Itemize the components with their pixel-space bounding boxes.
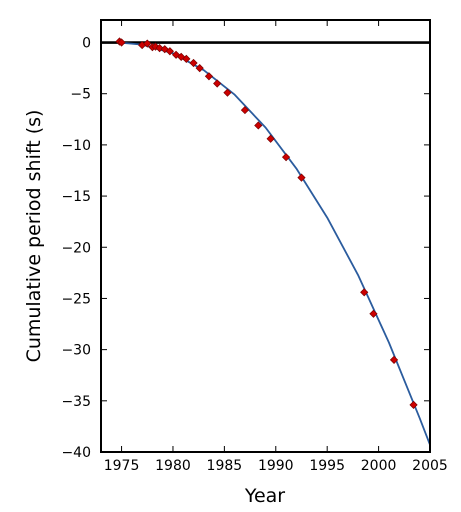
- data-point: [254, 121, 263, 130]
- x-tick-label: 1990: [258, 458, 294, 474]
- x-axis-ticks: 1975 1980 1985 1990 1995 2000 2005: [104, 20, 448, 474]
- x-tick-label: 2000: [361, 458, 397, 474]
- y-tick-label: −40: [61, 445, 91, 461]
- data-point: [155, 44, 164, 53]
- data-point: [281, 153, 291, 162]
- data-point: [389, 355, 399, 364]
- y-tick-label: 0: [82, 36, 91, 52]
- y-tick-label: −15: [61, 189, 91, 205]
- plot-frame: [100, 19, 431, 453]
- x-tick-label: 1975: [104, 458, 140, 474]
- data-point: [195, 64, 204, 73]
- y-tick-label: −20: [61, 240, 91, 256]
- data-point: [204, 72, 214, 81]
- x-tick-label: 1980: [155, 458, 191, 474]
- x-axis-label: Year: [244, 485, 285, 507]
- data-point: [409, 400, 418, 410]
- y-tick-label: −35: [61, 394, 91, 410]
- data-point: [165, 47, 174, 56]
- data-point: [182, 54, 191, 63]
- data-point: [297, 173, 306, 182]
- x-tick-label: 2005: [412, 458, 448, 474]
- y-tick-label: −25: [61, 291, 91, 307]
- data-point: [369, 309, 378, 318]
- data-point: [189, 58, 198, 68]
- y-axis-label: Cumulative period shift (s): [23, 110, 45, 363]
- data-point: [160, 45, 169, 54]
- chart-marks: [101, 37, 431, 446]
- data-point: [117, 38, 126, 47]
- x-tick-label: 1985: [207, 458, 243, 474]
- y-tick-label: −30: [61, 343, 91, 359]
- data-point: [143, 39, 152, 48]
- data-point: [213, 79, 222, 88]
- data-point: [360, 288, 369, 297]
- x-tick-label: 1995: [309, 458, 345, 474]
- data-point: [266, 134, 275, 143]
- y-tick-label: −10: [61, 138, 91, 154]
- data-point: [223, 88, 232, 97]
- y-tick-label: −5: [70, 87, 91, 103]
- data-point: [240, 105, 250, 115]
- y-axis-ticks: 0 −5 −10 −15 −20 −25 −30 −35 −40: [61, 36, 430, 461]
- model-curve-line: [118, 41, 431, 446]
